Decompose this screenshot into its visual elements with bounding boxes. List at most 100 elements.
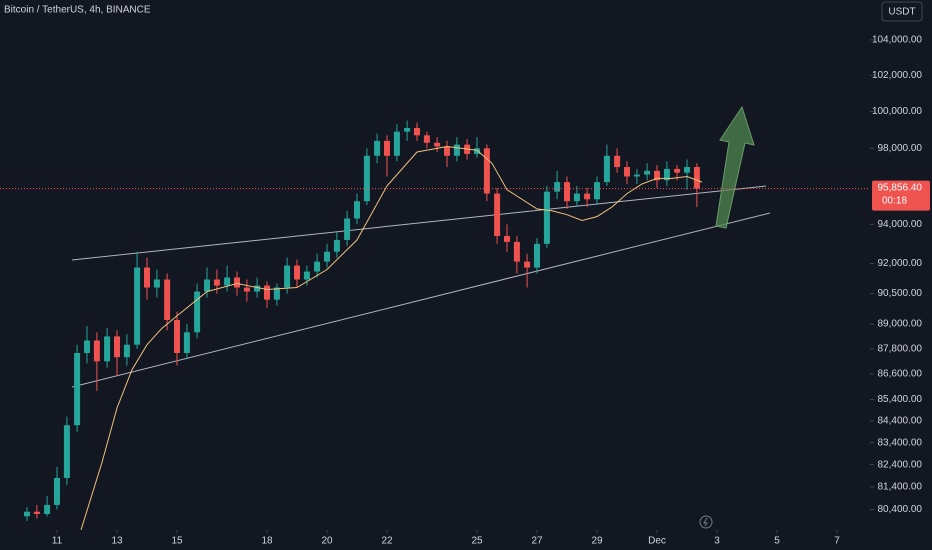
chart-title: Bitcoin / TetherUS, 4h, BINANCE (4, 5, 151, 16)
candle-body (284, 265, 291, 288)
y-tick-label: 85,400.00 (878, 394, 923, 405)
candle-body (54, 477, 60, 505)
candle-body (644, 170, 651, 175)
candle-body (423, 135, 430, 143)
candle-body (114, 336, 120, 358)
candle-body (363, 155, 370, 202)
candle-body (33, 511, 40, 515)
candle-body (144, 267, 150, 288)
candle-body (483, 148, 490, 194)
candle-body (84, 340, 90, 353)
x-tick-label: 22 (381, 536, 393, 547)
candle-body (414, 127, 420, 136)
candle-body (444, 146, 450, 156)
y-tick-label: 102,000.00 (872, 70, 922, 81)
candle-body (684, 167, 690, 173)
candle-body (663, 168, 670, 181)
x-tick-label: 3 (714, 536, 720, 547)
candle-body (294, 265, 300, 280)
y-tick-label: 98,000.00 (878, 143, 923, 154)
x-tick-label: 11 (52, 536, 63, 547)
candle-body (153, 279, 160, 288)
candle-body (324, 251, 330, 262)
candle-body (234, 277, 240, 288)
candle-body (614, 155, 621, 168)
candle-body (603, 155, 610, 183)
candle-body (63, 425, 70, 478)
candle-body (264, 285, 270, 300)
candle-body (534, 243, 540, 268)
candle-body (344, 218, 351, 240)
x-tick-label: 13 (111, 536, 123, 547)
candle-body (213, 279, 220, 286)
last-price-box (872, 180, 930, 211)
candle-body (164, 279, 171, 320)
x-tick-label: 29 (591, 536, 603, 547)
candle-body (434, 142, 441, 147)
candle-body (254, 285, 261, 292)
candle-body (104, 336, 111, 362)
candle-body (573, 193, 580, 202)
candle-body (674, 168, 681, 173)
trend-line (71, 212, 771, 388)
x-tick-label: 7 (834, 536, 840, 547)
currency-button[interactable] (881, 1, 923, 22)
candle-body (693, 167, 700, 189)
x-tick-label: 25 (471, 536, 483, 547)
currency-label[interactable]: USDT (888, 7, 915, 18)
y-tick-label: 82,400.00 (878, 459, 923, 470)
moving-average (80, 145, 703, 530)
candle-body (74, 352, 81, 426)
x-tick-label: 20 (321, 536, 333, 547)
arrow-drawing (715, 105, 755, 229)
candle-body (354, 201, 360, 219)
candle-body (333, 239, 340, 252)
candle-body (134, 267, 141, 345)
candle-body (453, 144, 460, 156)
candle-body (183, 332, 190, 353)
countdown-label: 00:18 (882, 195, 907, 206)
x-tick-label: Dec (648, 536, 666, 547)
candle-body (393, 131, 400, 156)
plot-area (24, 120, 703, 530)
y-tick-label: 104,000.00 (872, 35, 922, 46)
candle-body (404, 127, 411, 132)
y-tick-label: 92,000.00 (878, 258, 923, 269)
candle-body (314, 261, 321, 272)
candle-body (194, 291, 201, 333)
x-tick-label: 18 (261, 536, 273, 547)
candle-body (174, 319, 180, 353)
y-tick-label: 94,000.00 (878, 219, 923, 230)
trend-line (71, 185, 767, 261)
candle-body (93, 340, 100, 362)
lightning-icon[interactable] (699, 515, 713, 529)
candle-body (504, 236, 510, 242)
candle-body (633, 174, 640, 177)
y-tick-label: 83,400.00 (878, 437, 923, 448)
y-tick-label: 89,000.00 (878, 319, 923, 330)
candle-body (123, 344, 130, 358)
x-tick-label: 5 (774, 536, 780, 547)
y-tick-label: 80,400.00 (878, 504, 923, 515)
candle-body (44, 504, 51, 515)
candle-body (564, 182, 570, 202)
candle-body (24, 511, 30, 517)
candle-body (524, 261, 531, 268)
candle-body (554, 182, 561, 192)
candle-body (624, 167, 630, 177)
candle-body (594, 182, 600, 200)
candle-body (654, 170, 660, 181)
y-tick-label: 90,500.00 (878, 288, 923, 299)
y-tick-label: 87,800.00 (878, 343, 923, 354)
y-tick-label: 86,600.00 (878, 369, 923, 380)
y-tick-label: 100,000.00 (872, 106, 922, 117)
candle-body (474, 148, 480, 154)
candle-body (584, 193, 591, 200)
last-price-label: 95,856.40 (878, 182, 923, 193)
candle-body (543, 191, 550, 244)
candle-body (273, 287, 280, 300)
candle-body (224, 277, 231, 286)
